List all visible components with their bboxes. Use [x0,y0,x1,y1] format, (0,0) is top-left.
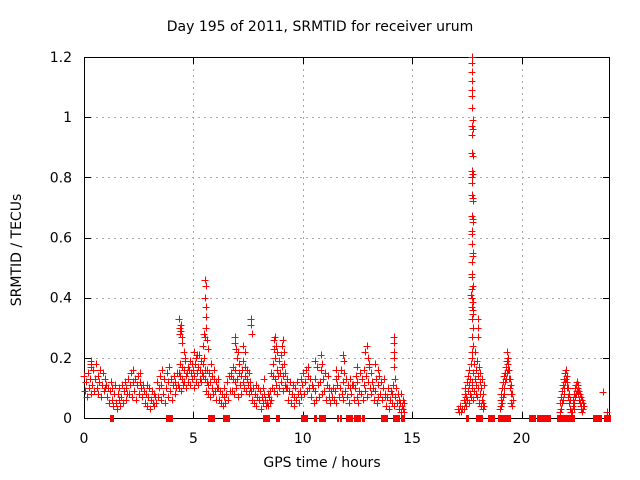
x-axis-label: GPS time / hours [263,455,380,471]
zero-value-marker [354,415,361,422]
zero-value-marker [544,415,551,422]
y-tick-label: 1 [63,110,72,126]
y-tick-label: 0.2 [50,351,72,367]
zero-value-marker [263,415,270,422]
zero-value-marker [337,415,339,422]
y-tick-label: 0 [63,411,72,427]
y-tick-labels: 0 0.2 0.4 0.6 0.8 1 1.2 [50,50,72,427]
zero-value-marker [319,415,326,422]
x-tick-label: 15 [403,431,421,447]
zero-value-marker [568,415,575,422]
zero-value-marker [166,415,173,422]
zero-value-marker [363,415,365,422]
x-tick-label: 0 [80,431,89,447]
tick-marks [84,57,609,419]
zero-run-markers [110,415,611,422]
y-tick-label: 0.4 [50,291,72,307]
zero-value-marker [604,415,611,422]
zero-value-marker [276,415,278,422]
y-tick-label: 1.2 [50,50,72,66]
zero-value-marker [278,415,280,422]
zero-value-marker [562,415,569,422]
zero-value-marker [315,415,317,422]
zero-value-marker [509,415,511,422]
chart-title: Day 195 of 2011, SRMTID for receiver uru… [167,19,474,35]
zero-value-marker [110,415,112,422]
x-tick-label: 20 [513,431,531,447]
scatter-points [80,53,611,416]
zero-value-marker [393,415,400,422]
zero-value-marker [476,415,483,422]
zero-value-marker [340,415,342,422]
zero-value-marker [500,415,507,422]
zero-value-marker [537,415,544,422]
x-tick-label: 5 [189,431,198,447]
y-axis-label: SRMTID / TECUs [9,194,25,307]
zero-value-marker [112,415,114,422]
scatter-points-layer [80,53,611,416]
zero-value-marker [488,415,495,422]
zero-value-marker [346,415,353,422]
zero-value-marker [208,415,215,422]
y-tick-label: 0.8 [50,170,72,186]
zero-value-marker [507,415,509,422]
zero-value-marker [401,415,403,422]
zero-value-marker [301,415,308,422]
gridlines [84,57,609,418]
zero-value-marker [529,415,536,422]
zero-value-marker [467,415,469,422]
zero-value-marker [223,415,230,422]
axis-ticks [84,57,609,419]
x-tick-label: 10 [294,431,312,447]
x-tick-labels: 0 5 10 15 20 [80,431,531,447]
zero-value-marker [403,415,405,422]
zero-value-marker [595,415,602,422]
zero-value-marker [557,415,564,422]
zero-value-marker [381,415,388,422]
y-tick-label: 0.6 [50,231,72,247]
